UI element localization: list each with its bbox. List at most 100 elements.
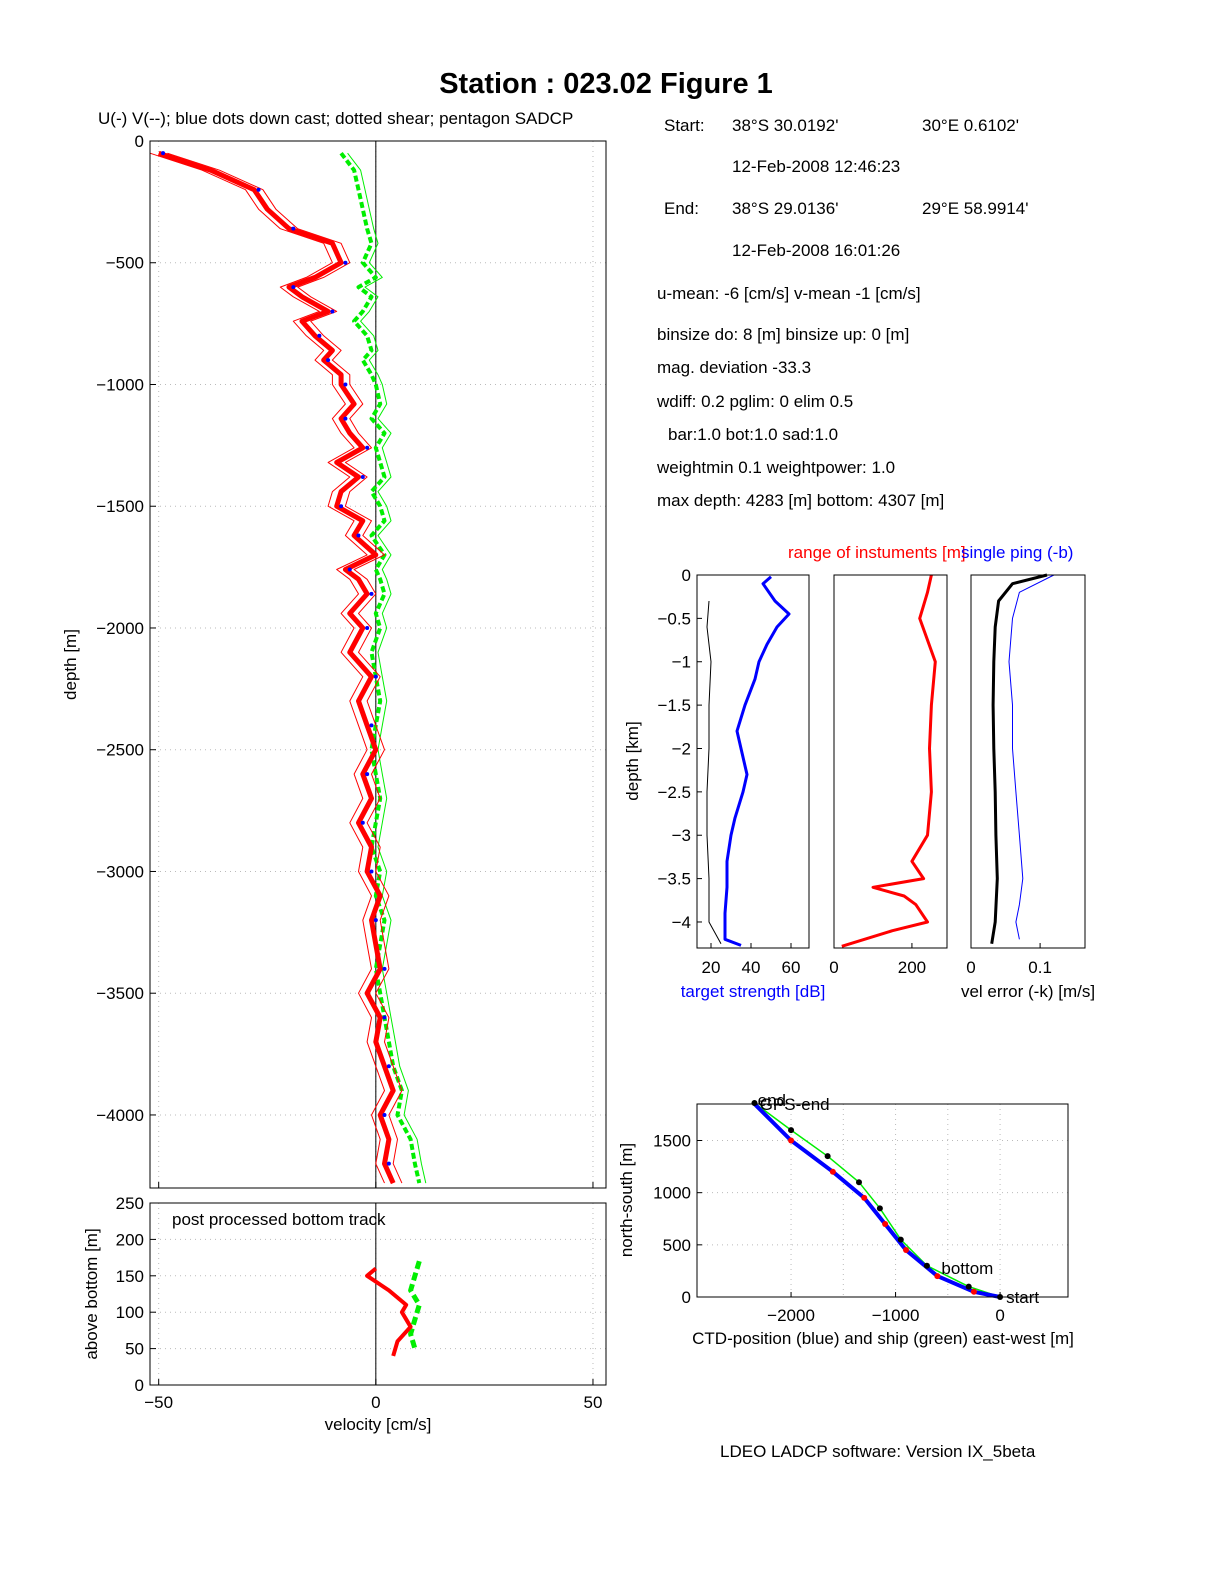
downcast-dot (343, 416, 348, 421)
downcast-dot (369, 869, 374, 874)
start-lon: 30°E 0.6102' (922, 116, 1019, 135)
ts-target-line (723, 575, 791, 947)
ctd-marker (882, 1220, 889, 1227)
vel-ytick-label: −1500 (96, 497, 144, 516)
bt-ytick-label: 250 (116, 1194, 144, 1213)
bt-u-line (365, 1266, 413, 1357)
ship-marker (897, 1236, 904, 1243)
v-velocity-line (339, 151, 422, 1184)
downcast-dot (365, 625, 370, 630)
vel-ytick-label: −3000 (96, 862, 144, 881)
range-xtick-label: 0 (829, 958, 838, 977)
verr-xlabel: vel error (-k) [m/s] (961, 982, 1095, 1001)
vel-ytick-label: −1000 (96, 375, 144, 394)
downcast-dot (326, 358, 331, 363)
ts-xtick-label: 40 (742, 958, 761, 977)
bt-title: post processed bottom track (172, 1210, 386, 1229)
downcast-dot (369, 591, 374, 596)
ctd-marker (861, 1194, 868, 1201)
vel-ylabel: depth [m] (61, 629, 80, 700)
downcast-dot (356, 533, 361, 538)
weights-bar: bar:1.0 bot:1.0 sad:1.0 (668, 425, 838, 444)
ts-ytick-label: −3.5 (657, 870, 691, 889)
downcast-dot (360, 475, 365, 480)
ship-marker (965, 1283, 972, 1290)
verr-single-ping-line (1008, 574, 1055, 940)
downcast-dot (291, 285, 296, 290)
velocity-means: u-mean: -6 [cm/s] v-mean -1 [cm/s] (657, 284, 921, 303)
range-title: range of instuments [m] (788, 543, 966, 562)
downcast-dot (330, 309, 335, 314)
pos-xtick-label: 0 (995, 1306, 1004, 1325)
pos-xtick-label: −1000 (872, 1306, 920, 1325)
start-time: 12-Feb-2008 12:46:23 (732, 157, 900, 176)
u-velocity-downcast (167, 152, 403, 1184)
velocity-xlabel: velocity [cm/s] (325, 1415, 432, 1434)
ship-marker (824, 1153, 831, 1160)
bt-ytick-label: 100 (116, 1303, 144, 1322)
range-xtick-label: 200 (898, 958, 926, 977)
pos-ytick-label: 1500 (653, 1132, 691, 1151)
vel-ytick-label: 0 (135, 132, 144, 151)
range-frame (833, 574, 948, 949)
ts-xtick-label: 60 (782, 958, 801, 977)
charts: 0−500−1000−1500−2000−2500−3000−3500−4000… (61, 109, 1095, 1434)
downcast-dot (373, 918, 378, 923)
ts-ytick-label: −1.5 (657, 696, 691, 715)
ts-ytick-label: −2.5 (657, 783, 691, 802)
bottom-track-frame (149, 1202, 607, 1386)
ctd-marker (970, 1288, 977, 1295)
downcast-dot (382, 1015, 387, 1020)
downcast-dot (369, 723, 374, 728)
range-range-line (841, 574, 937, 948)
downcast-dot (161, 151, 166, 156)
downcast-dot (382, 966, 387, 971)
bt-xtick-label: 0 (371, 1393, 380, 1412)
ts-ytick-label: −3 (672, 826, 691, 845)
downcast-dot (347, 567, 352, 572)
ship-marker (923, 1262, 930, 1269)
bt-xtick-label: 50 (584, 1393, 603, 1412)
end-lat: 38°S 29.0136' (732, 199, 838, 218)
ts-ytick-label: −4 (672, 913, 691, 932)
wdiff: wdiff: 0.2 pglim: 0 elim 0.5 (656, 392, 853, 411)
downcast-dot (317, 333, 322, 338)
verr-xtick-label: 0 (966, 958, 975, 977)
u-velocity-line (157, 150, 396, 1185)
weightmin: weightmin 0.1 weightpower: 1.0 (656, 458, 895, 477)
end-label: End: (664, 199, 699, 218)
ts-xtick-label: 20 (702, 958, 721, 977)
vel-ytick-label: −500 (106, 254, 144, 273)
pos-xlabel: CTD-position (blue) and ship (green) eas… (692, 1329, 1074, 1348)
binsize: binsize do: 8 [m] binsize up: 0 [m] (657, 325, 909, 344)
annotation-gps-end: GPS-end (760, 1095, 830, 1114)
downcast-dot (386, 1064, 391, 1069)
downcast-dot (360, 820, 365, 825)
ts-ytick-label: −2 (672, 739, 691, 758)
ctd-marker (903, 1247, 910, 1254)
ts-range-ref-line (706, 600, 722, 944)
ctd-marker (829, 1168, 836, 1175)
station-info: Start: 38°S 30.0192' 30°E 0.6102' 12-Feb… (656, 116, 1028, 510)
vel-ytick-label: −4000 (96, 1106, 144, 1125)
verr-title: single ping (-b) (961, 543, 1073, 562)
end-time: 12-Feb-2008 16:01:26 (732, 241, 900, 260)
start-label: Start: (664, 116, 705, 135)
pos-xtick-label: −2000 (767, 1306, 815, 1325)
ship-marker (788, 1127, 795, 1134)
pos-ylabel: north-south [m] (617, 1143, 636, 1257)
ts-ytick-label: −1 (672, 653, 691, 672)
annotation-end: end (758, 1091, 786, 1110)
verr-vel-error-line (990, 573, 1048, 944)
downcast-dot (386, 1161, 391, 1166)
mag-deviation: mag. deviation -33.3 (657, 358, 811, 377)
bt-ytick-label: 200 (116, 1230, 144, 1249)
bt-ytick-label: 0 (135, 1376, 144, 1395)
pos-ytick-label: 1000 (653, 1184, 691, 1203)
annotation-bottom: bottom (941, 1259, 993, 1278)
position-frame (696, 1103, 1069, 1298)
page-title: Station : 023.02 Figure 1 (439, 68, 773, 100)
bt-xtick-label: −50 (144, 1393, 173, 1412)
velocity-profile-frame (149, 140, 607, 1189)
